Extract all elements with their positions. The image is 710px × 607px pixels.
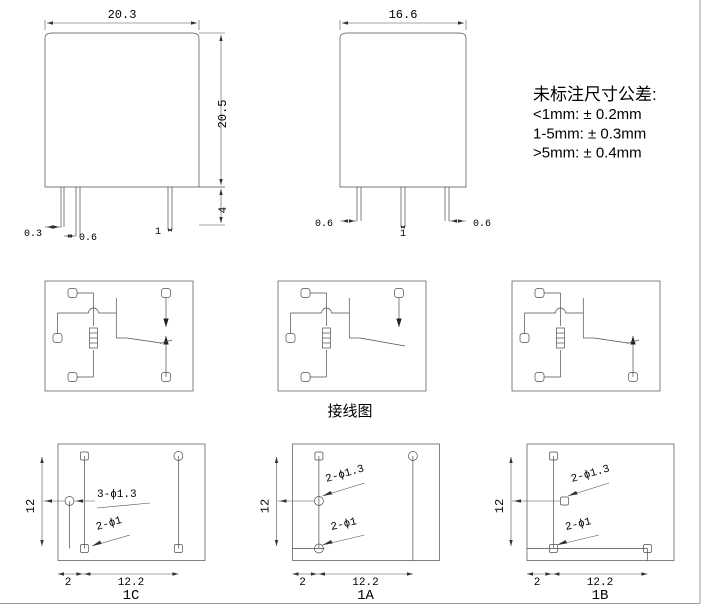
svg-text:接线图: 接线图 bbox=[327, 403, 372, 420]
svg-text:12: 12 bbox=[24, 499, 38, 513]
svg-text:20.5: 20.5 bbox=[216, 100, 230, 129]
svg-text:2: 2 bbox=[534, 577, 541, 589]
svg-text:3-ϕ1.3: 3-ϕ1.3 bbox=[97, 489, 137, 501]
svg-text:1: 1 bbox=[155, 227, 161, 238]
svg-text:<1mm: ± 0.2mm: <1mm: ± 0.2mm bbox=[533, 106, 642, 123]
svg-text:1: 1 bbox=[400, 229, 406, 240]
svg-text:16.6: 16.6 bbox=[389, 8, 418, 22]
svg-text:1-5mm: ± 0.3mm: 1-5mm: ± 0.3mm bbox=[533, 126, 646, 143]
svg-text:12: 12 bbox=[259, 499, 273, 513]
svg-text:4: 4 bbox=[218, 206, 230, 213]
svg-text:12: 12 bbox=[493, 499, 507, 513]
svg-text:20.3: 20.3 bbox=[108, 8, 137, 22]
svg-text:2: 2 bbox=[65, 577, 72, 589]
svg-text:1B: 1B bbox=[592, 588, 609, 604]
svg-text:0.6: 0.6 bbox=[79, 233, 97, 244]
svg-text:未标注尺寸公差:: 未标注尺寸公差: bbox=[533, 85, 657, 104]
svg-text:1A: 1A bbox=[357, 588, 374, 604]
svg-text:0.6: 0.6 bbox=[315, 219, 333, 230]
svg-text:>5mm: ± 0.4mm: >5mm: ± 0.4mm bbox=[533, 145, 642, 162]
svg-text:0.6: 0.6 bbox=[473, 219, 491, 230]
svg-text:0.3: 0.3 bbox=[24, 229, 42, 240]
svg-text:1C: 1C bbox=[123, 588, 140, 604]
svg-text:2: 2 bbox=[299, 577, 306, 589]
